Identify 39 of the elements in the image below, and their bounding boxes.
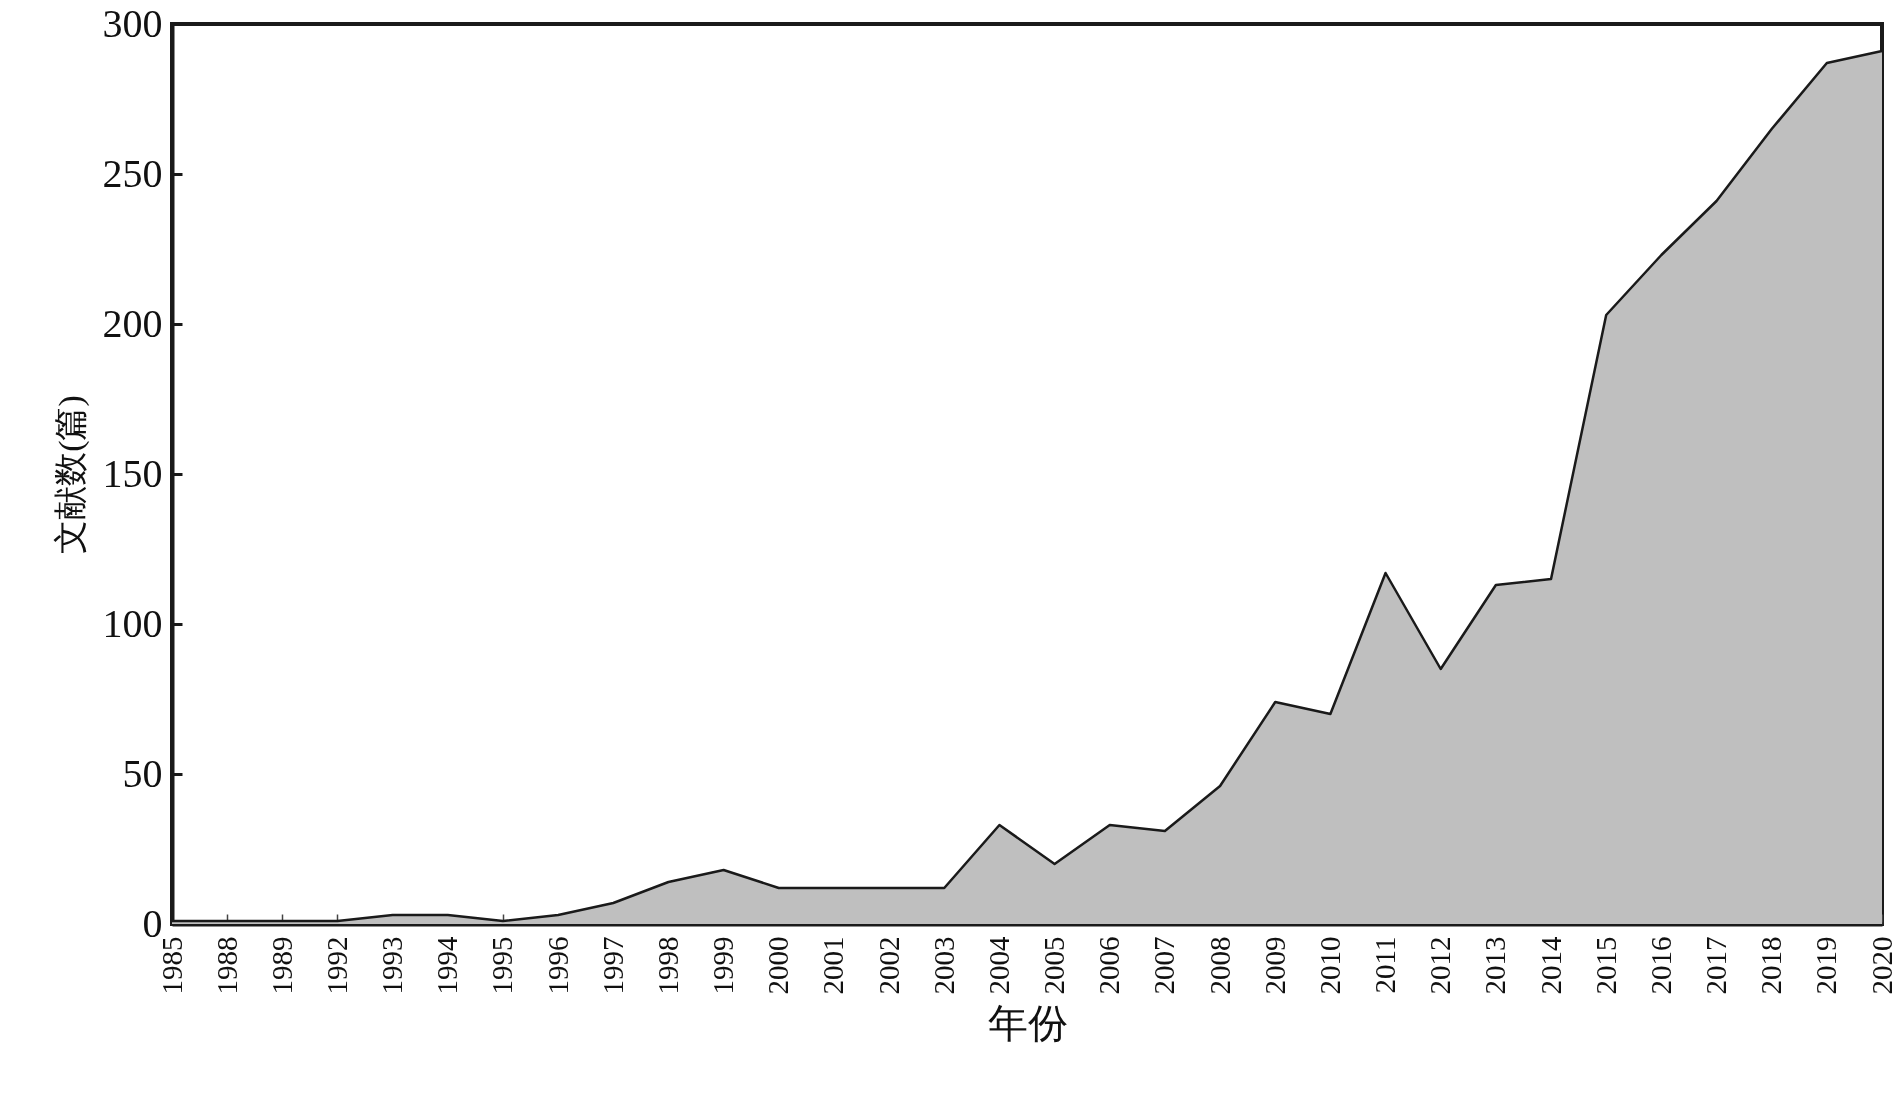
x-tick-label: 2014 [1534, 936, 1567, 995]
x-tick-label: 1995 [486, 936, 519, 995]
x-tick-label: 2004 [982, 936, 1015, 995]
x-tick-label: 2012 [1424, 936, 1457, 995]
x-tick-label: 2013 [1479, 936, 1512, 995]
y-tick-label: 200 [102, 300, 163, 346]
x-tick-label: 2010 [1313, 936, 1346, 995]
x-tick-label: 2002 [872, 936, 905, 995]
x-tick-label: 1998 [651, 936, 684, 995]
x-tick-label: 2001 [817, 936, 850, 995]
y-tick-label: 50 [122, 750, 163, 796]
x-tick-label: 2003 [927, 936, 960, 995]
y-tick-label: 150 [102, 450, 163, 496]
y-tick-label: 100 [102, 600, 163, 646]
x-tick-label: 2006 [1093, 936, 1126, 995]
x-tick-label: 2015 [1589, 936, 1622, 995]
x-tick-label: 2000 [762, 936, 795, 995]
x-axis-title: 年份 [987, 1000, 1068, 1046]
x-tick-label: 1988 [210, 936, 243, 995]
x-tick-label: 2011 [1369, 936, 1402, 994]
x-tick-label: 2007 [1148, 936, 1181, 995]
y-tick-label: 300 [102, 0, 163, 46]
x-tick-label: 1996 [541, 936, 574, 995]
x-tick-label: 2005 [1038, 936, 1071, 995]
x-tick-label: 2017 [1700, 936, 1733, 995]
x-tick-label: 1992 [320, 936, 353, 995]
x-tick-label: 2009 [1258, 936, 1291, 995]
x-tick-label: 2019 [1810, 936, 1843, 995]
x-tick-label: 2008 [1203, 936, 1236, 995]
y-axis-title: 文献数(篇) [51, 395, 90, 554]
y-tick-label: 250 [102, 150, 163, 196]
x-tick-label: 1993 [376, 936, 409, 995]
x-tick-label: 2020 [1865, 936, 1898, 995]
x-tick-label: 1989 [265, 936, 298, 995]
x-tick-label: 1994 [431, 936, 464, 995]
x-tick-label: 2018 [1755, 936, 1788, 995]
x-tick-label: 1997 [596, 936, 629, 995]
x-tick-label: 2016 [1644, 936, 1677, 995]
x-tick-label: 1999 [707, 936, 740, 995]
